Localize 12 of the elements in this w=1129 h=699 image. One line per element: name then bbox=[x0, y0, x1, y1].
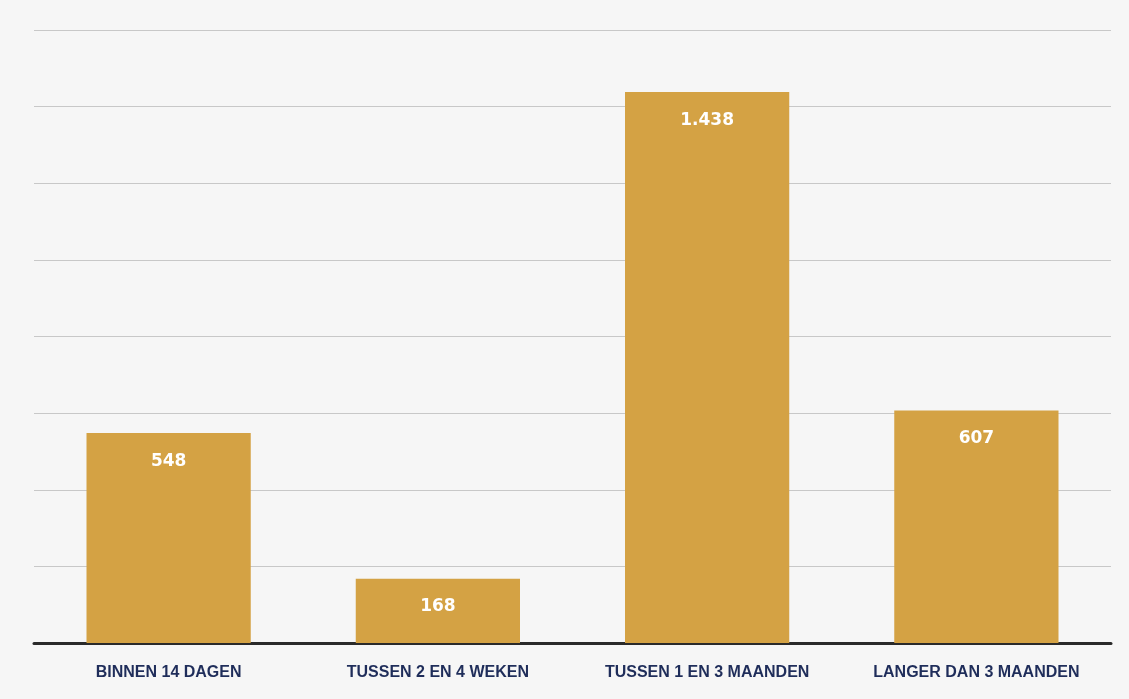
x-tick-label: LANGER DAN 3 MAANDEN bbox=[873, 662, 1080, 680]
data-label: 548 bbox=[150, 449, 187, 470]
x-tick-label: TUSSEN 1 EN 3 MAANDEN bbox=[604, 662, 810, 680]
x-tick-label: BINNEN 14 DAGEN bbox=[95, 662, 242, 680]
bar bbox=[355, 578, 520, 643]
data-label: 1.438 bbox=[680, 108, 735, 129]
data-label: 607 bbox=[958, 426, 995, 447]
bar bbox=[894, 410, 1059, 643]
bar bbox=[86, 433, 251, 643]
x-tick-label: TUSSEN 2 EN 4 WEKEN bbox=[346, 662, 530, 680]
data-label: 168 bbox=[420, 595, 456, 616]
bar bbox=[625, 92, 790, 643]
